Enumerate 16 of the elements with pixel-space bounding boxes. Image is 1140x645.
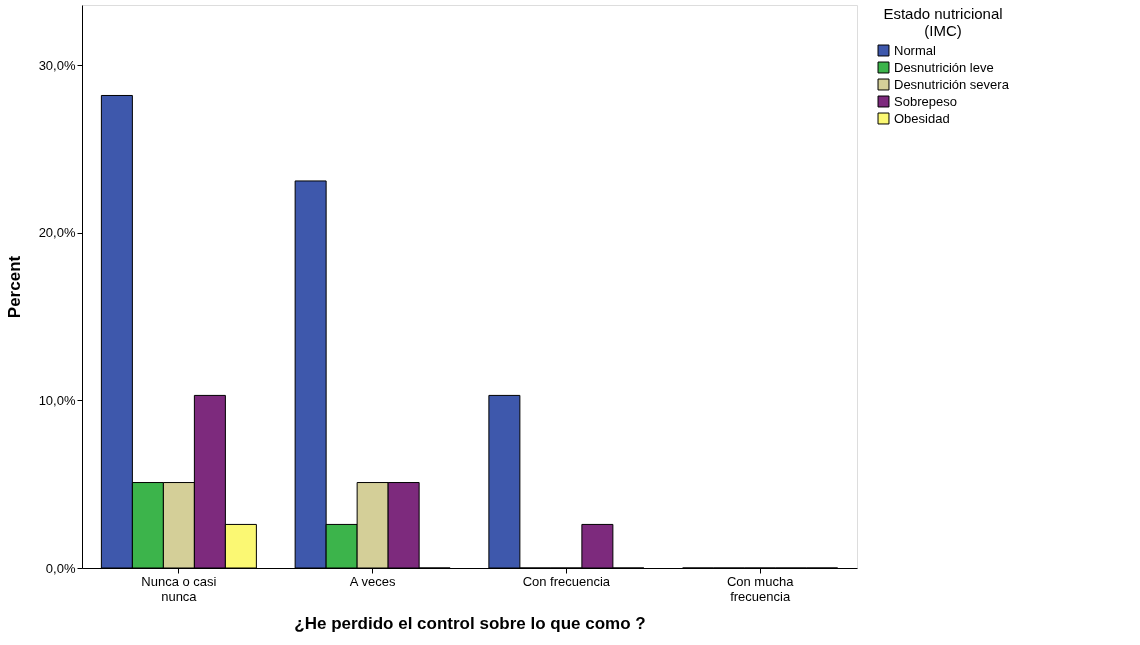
x-axis-title: ¿He perdido el control sobre lo que como ?	[294, 613, 646, 633]
y-tick-label: 20,0%	[38, 225, 76, 241]
legend-label: Normal	[894, 42, 937, 58]
x-tick-label: A veces	[349, 573, 396, 589]
y-tick-label: 30,0%	[38, 57, 76, 73]
x-tick-label: Nunca o casi nunca	[141, 573, 217, 604]
x-tick-label: Con mucha frecuencia	[726, 573, 795, 604]
y-axis-title: Percent	[4, 255, 24, 319]
legend-label: Obesidad	[894, 110, 950, 126]
y-tick-label: 10,0%	[38, 392, 76, 408]
legend-label: Desnutrición severa	[894, 76, 1010, 92]
x-tick-label: Con frecuencia	[522, 573, 611, 589]
legend-label: Desnutrición leve	[894, 59, 994, 75]
legend-title: Estado nutricional (IMC)	[883, 5, 1003, 39]
legend-label: Sobrepeso	[894, 93, 957, 109]
y-tick-label: 0,0%	[45, 560, 76, 576]
